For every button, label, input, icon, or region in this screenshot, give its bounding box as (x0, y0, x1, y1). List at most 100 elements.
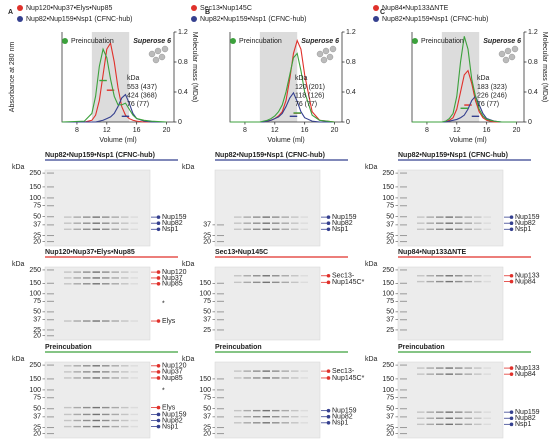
legend-label: Nup82•Nup159•Nsp1 (CFNC-hub) (26, 16, 132, 23)
gel-title: Sec13•Nup145C (215, 249, 268, 256)
marker-label: 25 (33, 232, 41, 239)
structure-icon (508, 53, 516, 61)
legend-label: Preincubation (71, 38, 114, 45)
y2-tick-label: 1.2 (346, 29, 356, 36)
marker-label: 100 (382, 387, 394, 394)
marker-label: 150 (29, 376, 41, 383)
marker-label: 20 (33, 333, 41, 340)
band-label: Nup37 (162, 369, 183, 376)
marker-label: 20 (386, 238, 394, 245)
gel-title: Nup82•Nup159•Nsp1 (CFNC-hub) (215, 152, 325, 159)
marker-label: 150 (382, 184, 394, 191)
structure-icon (154, 47, 162, 55)
band-label: Elys (162, 404, 176, 411)
marker-label: 25 (33, 327, 41, 334)
band-pointer-dot (326, 273, 331, 278)
gel-unit: kDa (182, 261, 195, 268)
marker-label: 75 (203, 395, 211, 402)
band-pointer-dot (156, 364, 161, 368)
gel-image (397, 266, 504, 341)
band-label: Nup120 (162, 363, 187, 370)
marker-label: 20 (203, 430, 211, 437)
marker-label: 50 (386, 309, 394, 316)
band-pointer-dot (326, 280, 331, 285)
marker-label: 100 (382, 291, 394, 298)
band-pointer-dot (509, 372, 514, 376)
marker-label: 100 (382, 195, 394, 202)
band-label: Nsp1 (162, 226, 178, 233)
band-label: * (162, 300, 165, 307)
band-label: Sec13- (332, 368, 355, 375)
kda-header: kDa (477, 75, 490, 82)
kda-header: kDa (295, 75, 308, 82)
marker-label: 25 (386, 327, 394, 334)
band-label: Nsp1 (515, 421, 531, 428)
y2-tick-label: 0.4 (528, 89, 538, 96)
chromatogram-line (412, 36, 517, 123)
band-label: Nup82 (332, 414, 353, 421)
marker-label: 250 (29, 267, 41, 274)
legend-label: Sec13•Nup145C (200, 5, 252, 12)
y2-tick-label: 0 (346, 119, 350, 126)
gel-unit: kDa (182, 164, 195, 171)
band-label: * (162, 388, 165, 395)
column-annotation: Superose 6 (133, 38, 171, 45)
y2-axis-label: Molecular mass (MDa) (191, 32, 198, 102)
x-tick-label: 12 (271, 127, 279, 134)
band-pointer-dot (156, 319, 161, 323)
x-axis-label: Volume (ml) (449, 137, 486, 144)
band-label: Sec13- (332, 273, 355, 280)
band-pointer-dot (156, 215, 161, 219)
fraction-range (259, 32, 298, 122)
band-label: Nsp1 (332, 226, 348, 233)
y2-tick-label: 0.8 (346, 59, 356, 66)
column-annotation: Superose 6 (483, 38, 521, 45)
gel-image (44, 361, 151, 439)
marker-label: 25 (203, 424, 211, 431)
band-label: Nup82 (162, 417, 183, 424)
legend-marker (17, 16, 23, 22)
gel-unit: kDa (12, 356, 25, 363)
legend-marker (17, 5, 23, 11)
gel-image (397, 361, 504, 439)
gel-title: Preincubation (215, 344, 262, 351)
band-label: Nup145C* (332, 279, 365, 286)
gel-unit: kDa (365, 261, 378, 268)
band-pointer-dot (326, 227, 331, 232)
axis-frame (229, 32, 343, 123)
band-label: Nsp1 (162, 423, 178, 430)
marker-label: 100 (29, 195, 41, 202)
band-pointer-dot (156, 412, 161, 417)
panel-letter: A (8, 9, 13, 16)
marker-label: 37 (33, 317, 41, 324)
chromatogram-line (61, 47, 167, 123)
band-label: Nup159 (515, 214, 540, 221)
band-label: Nup133 (515, 365, 540, 372)
marker-label: 20 (33, 430, 41, 437)
y2-tick-label: 1.2 (528, 29, 538, 36)
y2-tick-label: 0 (528, 119, 532, 126)
legend-label: Preincubation (239, 38, 282, 45)
marker-label: 37 (203, 414, 211, 421)
marker-label: 75 (33, 395, 41, 402)
band-pointer-dot (509, 215, 514, 219)
panel-letter: B (205, 9, 210, 16)
axis-frame (411, 32, 525, 123)
marker-label: 37 (33, 222, 41, 229)
gel-title: Nup82•Nup159•Nsp1 (CFNC-hub) (398, 152, 508, 159)
x-tick-label: 8 (243, 127, 247, 134)
structure-icon (316, 50, 324, 58)
legend-marker (373, 16, 379, 22)
marker-label: 37 (33, 414, 41, 421)
marker-label: 250 (29, 362, 41, 369)
band-label: Nup133 (515, 273, 540, 280)
gel-unit: kDa (12, 164, 25, 171)
legend-label: Nup120•Nup37•Elys•Nup85 (26, 5, 112, 12)
y2-tick-label: 0 (178, 119, 182, 126)
band-pointer-dot (509, 366, 514, 370)
band-label: Nup85 (162, 375, 183, 382)
band-pointer-dot (156, 405, 161, 410)
structure-icon (326, 53, 334, 61)
marker-label: 150 (199, 280, 211, 287)
x-tick-label: 16 (483, 127, 491, 134)
